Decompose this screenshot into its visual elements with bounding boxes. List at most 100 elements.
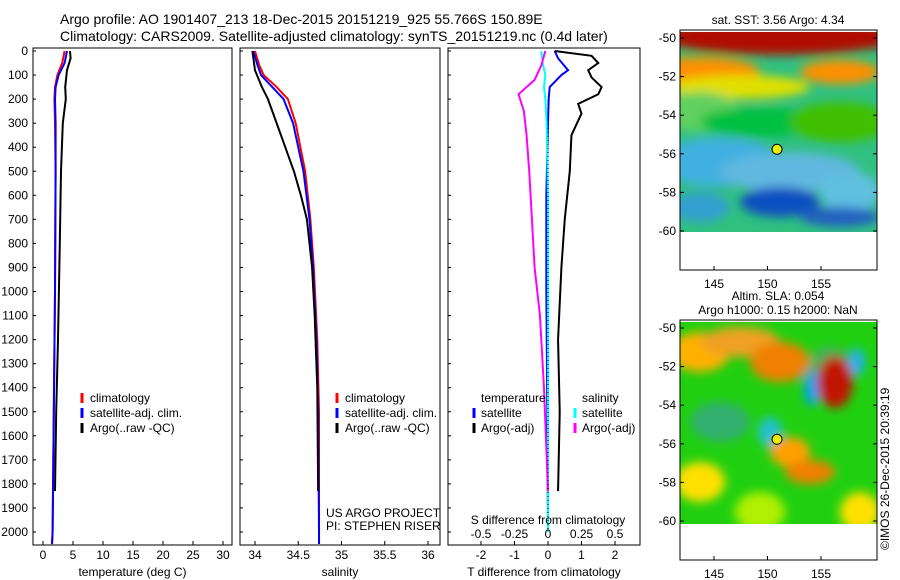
legend-item: satellite-adj. clim. (345, 406, 437, 420)
x-tick-label: 35 (335, 548, 349, 562)
y-tick-label: 1800 (1, 477, 28, 491)
x-axis-label: T difference from climatology (467, 565, 621, 579)
lat-tick-label: -50 (659, 321, 677, 335)
x-axis-label: temperature (deg C) (78, 565, 186, 579)
y-tick-label: 1100 (2, 309, 28, 323)
x-tick-label: 2 (612, 548, 619, 562)
sla-map-title-2: Argo h1000: 0.15 h2000: NaN (698, 303, 857, 317)
series-line-t-satellite (545, 50, 570, 533)
x-tick-label: 30 (216, 548, 230, 562)
x-tick-label: 0 (40, 548, 47, 562)
x-tick-label: 35.5 (373, 548, 397, 562)
sla-map-title-1: Altim. SLA: 0.054 (732, 289, 825, 303)
sla-map-frame (679, 319, 878, 561)
legend-item: climatology (345, 391, 405, 405)
lat-tick-label: -50 (659, 31, 677, 45)
x-tick-label: 36 (421, 548, 435, 562)
legend-item: satellite (481, 406, 522, 420)
y-tick-label: 900 (8, 260, 28, 274)
sst-map-image (680, 32, 877, 232)
x-tick-label: -1 (509, 548, 520, 562)
y-tick-label: 1000 (1, 285, 28, 299)
x-tick-label: -2 (476, 548, 487, 562)
lat-tick-label: -52 (659, 70, 677, 84)
y-tick-label: 100 (8, 68, 28, 82)
argo-location-marker (771, 433, 783, 445)
project-annotation: PI: STEPHEN RISER (326, 519, 441, 533)
lon-tick-label: 145 (704, 567, 724, 580)
sst-map-title: sat. SST: 3.56 Argo: 4.34 (712, 13, 845, 27)
x2-tick-label: -0.5 (471, 527, 492, 541)
lat-tick-label: -56 (659, 437, 677, 451)
y-tick-label: 1900 (1, 501, 28, 515)
title-line-2: Climatology: CARS2009. Satellite-adjuste… (60, 28, 608, 44)
x-tick-label: 10 (96, 548, 110, 562)
y-tick-label: 2000 (1, 525, 28, 539)
y-tick-label: 1700 (1, 453, 28, 467)
series-line-satellite-adj-clim- (252, 50, 321, 545)
y-tick-label: 800 (8, 236, 28, 250)
x-tick-label: 15 (126, 548, 140, 562)
lon-tick-label: 155 (811, 277, 831, 291)
x2-tick-label: 0 (545, 527, 552, 541)
legend-title-temperature: temperature (481, 391, 546, 405)
lat-tick-label: -58 (659, 475, 677, 489)
x2-tick-label: -0.25 (501, 527, 529, 541)
lat-tick-label: -54 (659, 108, 677, 122)
legend-item: satellite (582, 406, 623, 420)
project-annotation: US ARGO PROJECT (326, 506, 441, 520)
lat-tick-label: -60 (659, 224, 677, 238)
y-tick-label: 1200 (1, 333, 28, 347)
legend-title-salinity: salinity (582, 391, 619, 405)
series-line-climatology (254, 50, 321, 545)
lon-tick-label: 150 (757, 277, 777, 291)
sla-map-image (680, 322, 877, 524)
series-line-s-satellite (540, 50, 549, 532)
x-tick-label: 5 (70, 548, 77, 562)
y-tick-label: 600 (8, 188, 28, 202)
panel-frame-difference (447, 47, 641, 546)
series-line-argo-raw-qc- (54, 50, 72, 492)
lat-tick-label: -54 (659, 398, 677, 412)
lon-tick-label: 150 (757, 567, 777, 580)
lon-tick-label: 155 (811, 567, 831, 580)
imos-credit: ©IMOS 26-Dec-2015 20:39:19 (878, 387, 892, 550)
x-tick-label: 34 (248, 548, 262, 562)
x-axis-label: salinity (322, 565, 359, 579)
series-line-argo-raw-qc- (251, 50, 320, 492)
series-line-s-argo-adj- (517, 50, 549, 492)
series-line-t-argo-adj- (554, 50, 603, 492)
lon-tick-label: 145 (704, 277, 724, 291)
x-tick-label: 1 (578, 548, 585, 562)
x2-tick-label: 0.5 (607, 527, 624, 541)
y-tick-label: 300 (8, 116, 28, 130)
y-tick-label: 200 (8, 92, 28, 106)
y-tick-label: 1300 (1, 357, 28, 371)
y-tick-label: 400 (8, 140, 28, 154)
legend-item: Argo(..raw -QC) (90, 421, 175, 435)
y-tick-label: 1600 (1, 429, 28, 443)
legend-item: satellite-adj. clim. (90, 406, 182, 420)
legend-item: climatology (90, 391, 150, 405)
y-tick-label: 500 (8, 164, 28, 178)
series-line-satellite-adj-clim- (51, 50, 68, 545)
y-tick-label: 1400 (1, 381, 28, 395)
lat-tick-label: -58 (659, 185, 677, 199)
legend-item: Argo(-adj) (582, 421, 635, 435)
lat-tick-label: -60 (659, 514, 677, 528)
legend-item: Argo(..raw -QC) (345, 421, 430, 435)
x-tick-label: 25 (186, 548, 200, 562)
x-tick-label: 20 (156, 548, 170, 562)
lat-tick-label: -56 (659, 147, 677, 161)
y-tick-label: 0 (21, 44, 28, 58)
lat-tick-label: -52 (659, 360, 677, 374)
y-tick-label: 1500 (1, 405, 28, 419)
panel-frame-salinity (239, 47, 441, 546)
legend-item: Argo(-adj) (481, 421, 534, 435)
x-tick-label: 34.5 (287, 548, 311, 562)
x2-tick-label: 0.25 (570, 527, 594, 541)
sst-map-frame (679, 29, 878, 271)
x2-axis-label: S difference from climatology (471, 513, 626, 527)
x-tick-label: 0 (545, 548, 552, 562)
